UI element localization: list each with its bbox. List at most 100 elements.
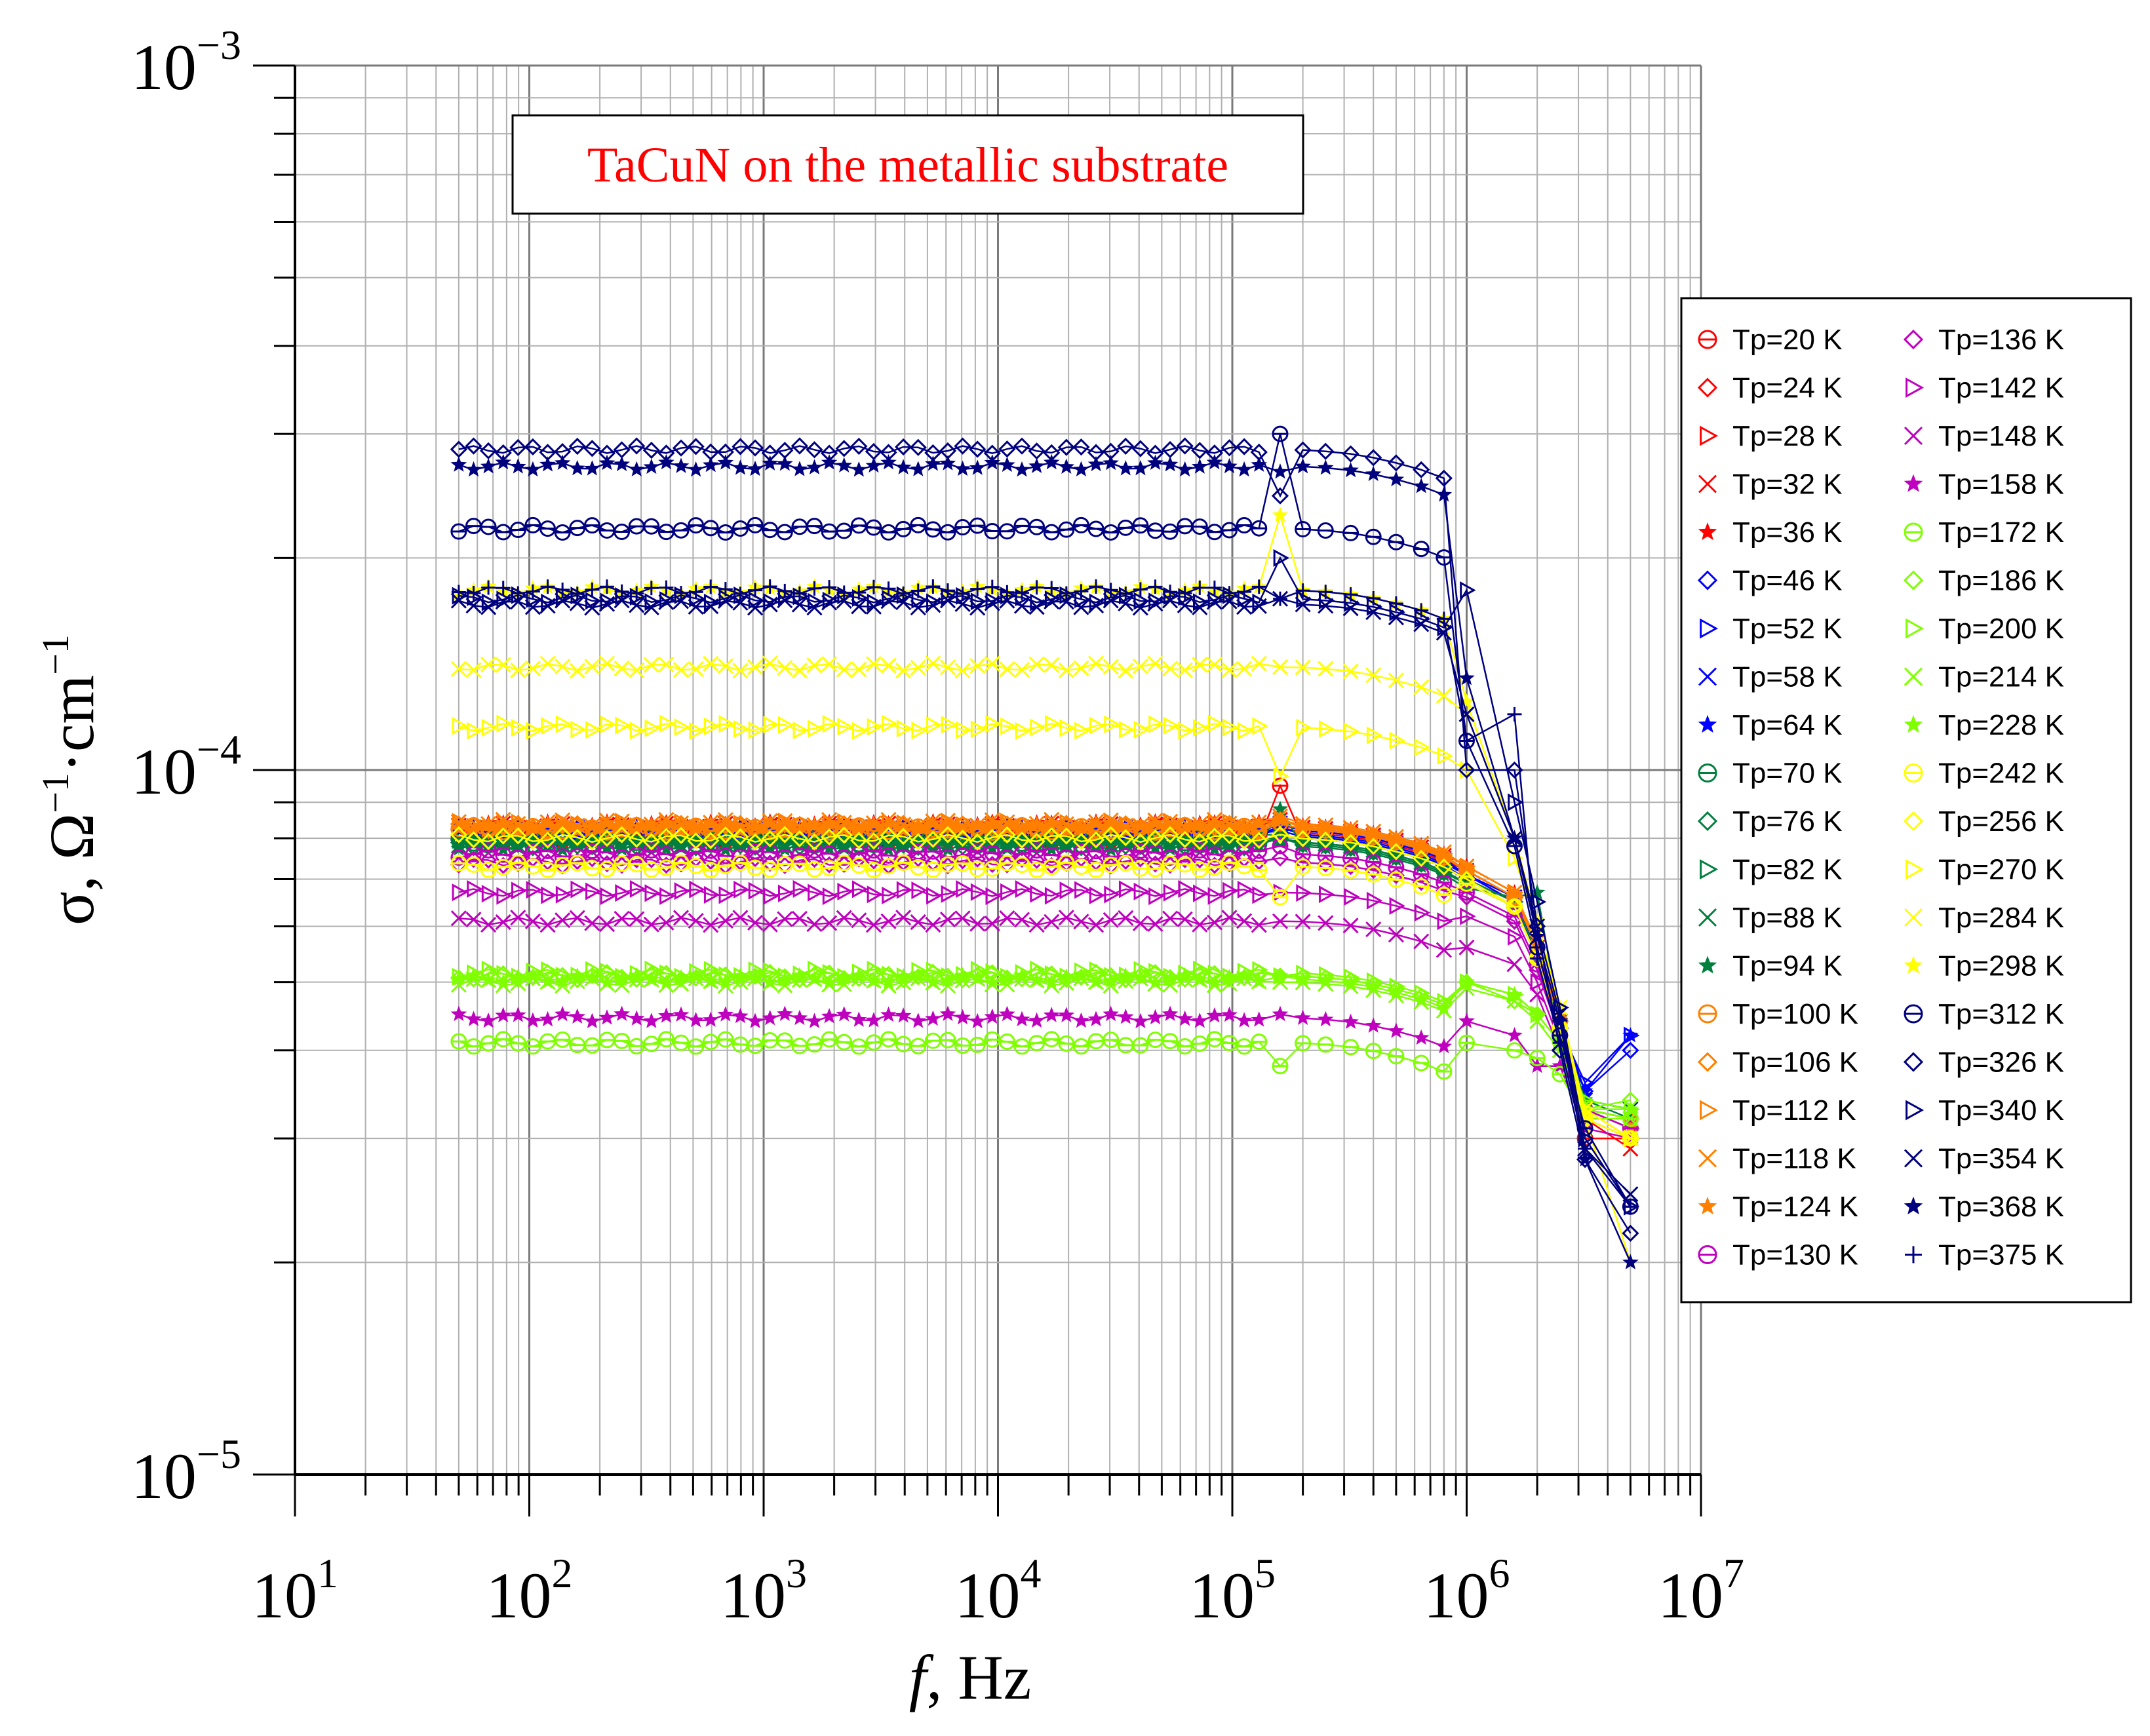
- data-point: [924, 1032, 941, 1049]
- data-point: [1132, 517, 1149, 534]
- data-point: [702, 862, 719, 879]
- data-point: [1295, 1009, 1311, 1026]
- data-point: [598, 815, 616, 831]
- data-point: [1028, 599, 1045, 615]
- data-point: [1622, 1254, 1639, 1269]
- data-point: [642, 833, 660, 851]
- data-point: [865, 852, 883, 870]
- data-point: [924, 521, 941, 538]
- data-point: [985, 887, 1002, 906]
- data-point: [1030, 960, 1046, 978]
- data-point: [732, 459, 749, 475]
- data-point: [1133, 582, 1148, 597]
- data-point: [1013, 1038, 1030, 1055]
- data-point: [1272, 1058, 1289, 1075]
- data-point: [1342, 524, 1359, 541]
- data-point: [1087, 815, 1104, 831]
- data-point: [1506, 830, 1523, 845]
- data-point: [1317, 522, 1334, 539]
- data-point: [925, 455, 941, 471]
- data-point: [598, 522, 616, 539]
- data-point: [643, 599, 659, 616]
- data-point: [1087, 1033, 1104, 1050]
- data-point: [481, 960, 498, 978]
- legend-label: Tp=20 K: [1732, 324, 1843, 356]
- series-line: [458, 977, 1631, 1120]
- data-point: [969, 817, 986, 833]
- x-tick-label-base: 10: [1424, 1559, 1489, 1632]
- data-point: [570, 587, 585, 602]
- data-point: [598, 855, 616, 873]
- x-axis-title-unit: , Hz: [926, 1642, 1031, 1712]
- data-point: [1413, 1029, 1430, 1045]
- data-point: [688, 967, 704, 983]
- data-point: [1236, 913, 1253, 929]
- data-point: [732, 855, 749, 872]
- legend-item: Tp=70 K: [1698, 758, 1843, 790]
- data-point: [1103, 583, 1118, 598]
- data-point: [585, 882, 602, 900]
- data-point: [746, 833, 764, 851]
- data-point: [1388, 596, 1403, 611]
- legend-item: Tp=242 K: [1904, 758, 2064, 790]
- data-point: [1206, 1007, 1223, 1023]
- data-point: [1133, 882, 1150, 900]
- data-point: [569, 1008, 586, 1024]
- legend-item: Tp=28 K: [1700, 420, 1843, 452]
- data-point: [1272, 967, 1289, 983]
- legend-item: Tp=24 K: [1697, 372, 1843, 404]
- legend-item: Tp=82 K: [1700, 854, 1843, 886]
- y-tick-label: 10−3: [131, 22, 241, 104]
- data-point: [1236, 599, 1253, 615]
- data-point: [1089, 961, 1106, 980]
- legend-label: Tp=106 K: [1732, 1047, 1858, 1079]
- data-point: [1191, 442, 1209, 459]
- data-point: [1191, 861, 1208, 878]
- data-point: [495, 594, 511, 610]
- data-point: [1436, 887, 1453, 904]
- data-point: [1147, 1009, 1163, 1025]
- legend-item: Tp=228 K: [1904, 709, 2064, 741]
- legend-marker: [1698, 1245, 1717, 1264]
- data-point: [1622, 1130, 1639, 1147]
- data-point: [762, 655, 778, 672]
- data-point: [1273, 549, 1290, 567]
- data-point: [1295, 914, 1311, 930]
- data-point: [1206, 840, 1223, 857]
- data-point: [791, 822, 808, 838]
- data-point: [628, 461, 645, 477]
- legend-marker: [1903, 329, 1924, 350]
- data-point: [925, 597, 941, 613]
- data-point: [1206, 846, 1223, 863]
- data-point: [1177, 662, 1193, 678]
- data-point: [1250, 853, 1268, 870]
- data-point: [1295, 659, 1311, 676]
- data-point: [717, 454, 734, 470]
- data-point: [1162, 661, 1179, 677]
- data-point: [539, 837, 556, 853]
- data-point: [1013, 912, 1030, 928]
- data-point: [954, 519, 971, 536]
- data-point: [1132, 860, 1149, 877]
- data-point: [1622, 1110, 1639, 1127]
- data-point: [1508, 793, 1524, 811]
- legend-label: Tp=136 K: [1938, 324, 2064, 356]
- data-point: [614, 660, 630, 677]
- data-point: [510, 910, 526, 926]
- data-point: [954, 1009, 971, 1025]
- data-point: [777, 884, 794, 902]
- data-point: [1436, 1037, 1453, 1054]
- data-point: [1623, 1199, 1638, 1214]
- data-point: [732, 663, 749, 679]
- data-point: [1436, 687, 1452, 704]
- data-point: [495, 1031, 512, 1048]
- data-point: [1251, 579, 1266, 594]
- data-point: [1043, 858, 1060, 876]
- data-point: [837, 718, 853, 736]
- data-point: [762, 455, 778, 471]
- data-point: [880, 858, 897, 875]
- data-point: [1251, 862, 1268, 879]
- data-point: [1102, 826, 1120, 843]
- legend-item: Tp=284 K: [1904, 902, 2064, 934]
- data-point: [450, 592, 467, 609]
